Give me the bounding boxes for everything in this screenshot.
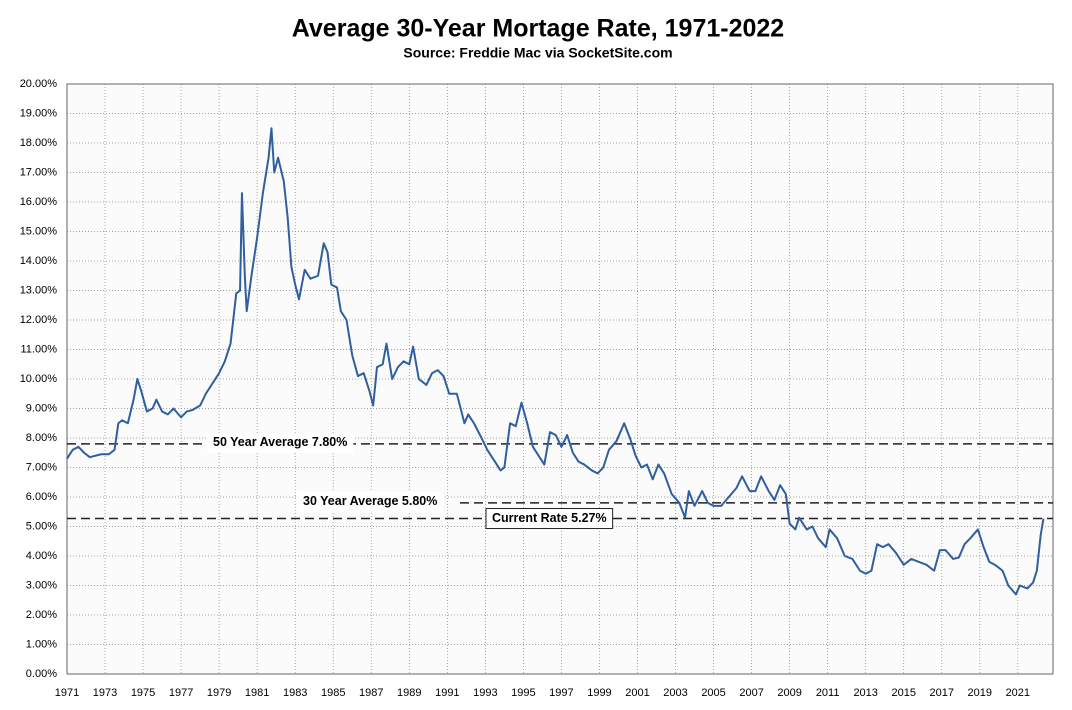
rate-line [66,127,1045,596]
x-tick-label: 2019 [968,687,992,699]
x-tick-label: 1991 [435,687,459,699]
y-tick-label: 5.00% [26,520,57,532]
x-tick-label: 1989 [397,687,421,699]
y-tick-label: 19.00% [20,107,58,119]
x-tick-label: 1977 [169,687,193,699]
y-tick-label: 13.00% [20,284,58,296]
x-tick-label: 1999 [587,687,611,699]
x-tick-label: 1993 [473,687,497,699]
x-tick-label: 2017 [930,687,954,699]
annotation-label: Current Rate 5.27% [492,511,607,525]
x-tick-label: 1985 [321,687,345,699]
y-tick-label: 2.00% [26,609,57,621]
y-tick-label: 16.00% [20,196,58,208]
x-tick-label: 2005 [701,687,725,699]
chart-subtitle: Source: Freddie Mac via SocketSite.com [403,45,672,61]
x-tick-label: 1979 [207,687,231,699]
y-tick-label: 14.00% [20,255,58,267]
y-tick-label: 6.00% [26,491,57,503]
y-tick-label: 0.00% [26,668,57,680]
annotation-bg [207,432,354,453]
x-tick-label: 1997 [549,687,573,699]
x-tick-label: 2013 [853,687,877,699]
x-tick-label: 1995 [511,687,535,699]
y-tick-label: 20.00% [20,78,58,90]
x-tick-label: 2001 [625,687,649,699]
x-tick-label: 2007 [739,687,763,699]
y-tick-label: 9.00% [26,402,57,414]
y-tick-label: 15.00% [20,225,58,237]
x-tick-label: 2011 [816,687,840,699]
y-tick-label: 17.00% [20,166,58,178]
x-tick-label: 1973 [93,687,117,699]
x-tick-label: 2009 [777,687,801,699]
y-tick-label: 11.00% [21,343,58,355]
x-tick-label: 1981 [245,687,269,699]
y-tick-label: 10.00% [20,373,58,385]
x-tick-label: 1983 [283,687,307,699]
x-tick-label: 2021 [1006,687,1030,699]
annotation-label: 50 Year Average 7.80% [213,435,347,449]
y-tick-label: 12.00% [20,314,58,326]
annotation-bg [297,491,444,512]
annotation-label: 30 Year Average 5.80% [303,494,437,508]
y-tick-label: 7.00% [26,461,57,473]
y-tick-label: 18.00% [20,137,58,149]
y-tick-label: 8.00% [26,432,57,444]
y-tick-label: 3.00% [26,579,57,591]
plot-border [66,83,1054,675]
x-tick-label: 2015 [891,687,915,699]
chart-title: Average 30-Year Mortage Rate, 1971-2022 [292,15,784,43]
x-tick-label: 1987 [359,687,383,699]
x-tick-label: 1975 [131,687,155,699]
x-tick-label: 2003 [663,687,687,699]
y-tick-label: 4.00% [26,550,57,562]
x-tick-label: 1971 [55,687,79,699]
annotation-box [485,508,614,530]
y-tick-label: 1.00% [26,638,57,650]
